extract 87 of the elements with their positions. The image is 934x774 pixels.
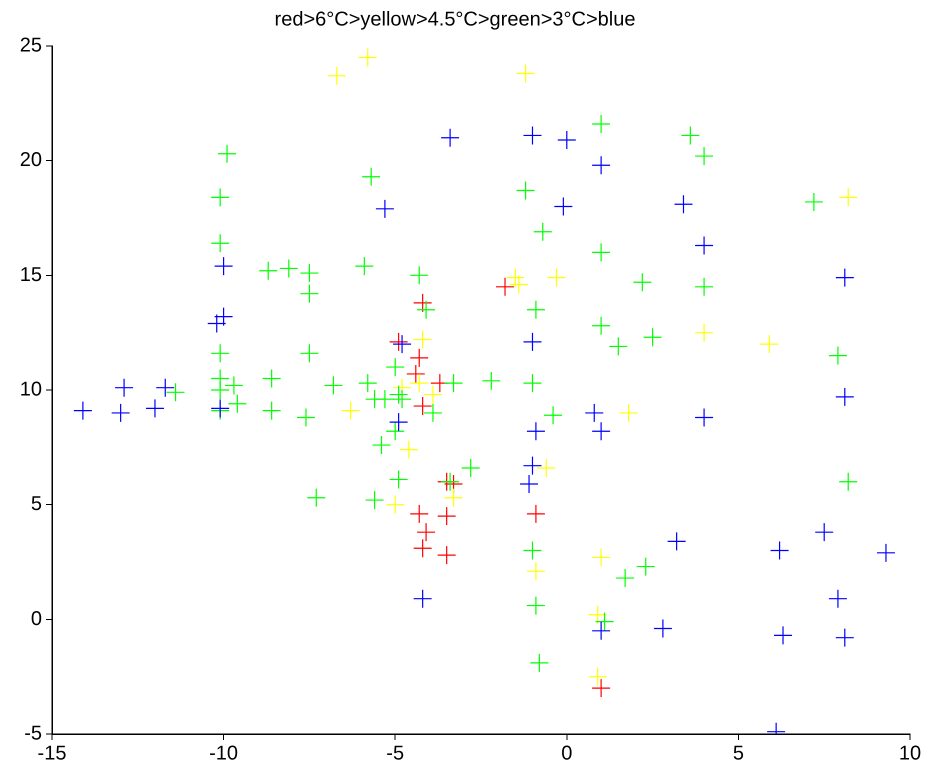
y-tick-label: 5 xyxy=(30,493,42,516)
point xyxy=(519,474,539,494)
point xyxy=(554,196,573,216)
point xyxy=(327,66,346,86)
point xyxy=(410,504,429,524)
point xyxy=(111,403,130,423)
point xyxy=(406,364,426,384)
point xyxy=(423,384,443,404)
point xyxy=(410,348,429,368)
point xyxy=(592,678,611,698)
y-tick-label: 10 xyxy=(20,378,42,401)
point xyxy=(358,48,378,68)
point xyxy=(592,621,611,640)
point xyxy=(526,562,546,581)
point xyxy=(536,458,556,478)
point xyxy=(392,334,412,354)
x-tick-label: -5 xyxy=(386,742,404,765)
x-tick-label: -10 xyxy=(209,742,238,765)
point xyxy=(773,626,793,645)
x-tick-label: 5 xyxy=(732,742,744,765)
point xyxy=(214,256,234,276)
x-tick-label: 0 xyxy=(561,742,572,765)
y-tick-label: 0 xyxy=(30,608,42,630)
x-tick-label: 10 xyxy=(898,742,922,765)
point xyxy=(156,378,175,398)
y-tick-label: 25 xyxy=(20,34,42,57)
point xyxy=(876,543,896,562)
point xyxy=(835,268,854,288)
point xyxy=(509,274,528,294)
point xyxy=(835,387,854,406)
point xyxy=(73,401,92,420)
point xyxy=(114,378,134,398)
point xyxy=(413,330,432,350)
point xyxy=(410,374,429,393)
point xyxy=(588,605,608,624)
point xyxy=(210,398,230,418)
y-tick-label: 20 xyxy=(20,149,42,172)
point xyxy=(495,277,515,296)
point xyxy=(592,548,611,568)
point xyxy=(386,495,405,514)
point xyxy=(375,199,395,218)
point xyxy=(522,456,542,476)
point xyxy=(506,268,525,288)
point xyxy=(674,194,694,214)
point xyxy=(526,504,546,524)
chart-title: red>6°C>yellow>4.5°C>green>3°C>blue xyxy=(274,8,636,31)
point xyxy=(413,293,432,312)
point xyxy=(618,403,638,423)
point xyxy=(214,307,234,326)
point xyxy=(694,408,714,428)
point xyxy=(413,589,432,608)
point xyxy=(437,546,456,565)
point xyxy=(667,532,686,551)
y-tick-label: -5 xyxy=(24,722,42,745)
point xyxy=(416,522,436,542)
point xyxy=(526,422,546,441)
point xyxy=(413,538,432,558)
point xyxy=(694,236,714,256)
point xyxy=(444,488,464,508)
point xyxy=(145,398,165,418)
x-tick-label: -15 xyxy=(38,742,66,765)
point xyxy=(584,403,604,423)
point xyxy=(440,128,460,148)
point xyxy=(522,126,542,146)
point xyxy=(588,667,608,686)
point xyxy=(389,412,408,432)
point xyxy=(516,64,536,84)
point xyxy=(557,130,576,150)
point xyxy=(207,314,226,334)
point xyxy=(340,401,360,420)
y-tick-label: 15 xyxy=(20,264,42,286)
point xyxy=(770,540,790,560)
point xyxy=(389,332,408,352)
point xyxy=(760,334,779,354)
point xyxy=(413,396,432,416)
point xyxy=(838,188,858,207)
point xyxy=(592,422,611,441)
point xyxy=(437,506,456,526)
point xyxy=(828,589,848,608)
point xyxy=(694,323,714,342)
point xyxy=(814,522,834,542)
point xyxy=(399,440,419,460)
point xyxy=(835,628,854,648)
point xyxy=(522,332,542,352)
point xyxy=(653,618,672,638)
point xyxy=(592,156,611,175)
point xyxy=(546,268,566,288)
